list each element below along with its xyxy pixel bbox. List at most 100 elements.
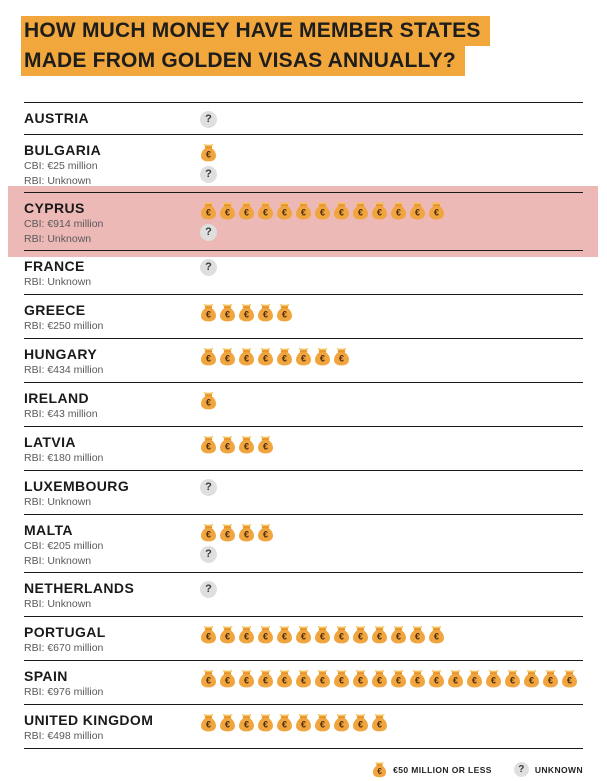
- country-column: MALTA CBI: €205 million RBI: Unknown: [24, 522, 200, 568]
- svg-text:€: €: [415, 632, 420, 642]
- svg-text:€: €: [244, 632, 249, 642]
- legend-bag-label: €50 MILLION OR LESS: [393, 764, 492, 775]
- table-row: UNITED KINGDOM RBI: €498 million € € € € € € € € €…: [24, 704, 583, 748]
- svg-text:€: €: [548, 676, 553, 686]
- page-title: HOW MUCH MONEY HAVE MEMBER STATES MADE F…: [21, 16, 583, 76]
- country-sublabel: RBI: €250 million: [24, 320, 104, 332]
- table-row: HUNGARY RBI: €434 million € € € € € € € €: [24, 338, 583, 382]
- svg-text:€: €: [377, 720, 382, 730]
- country-sublabel: RBI: Unknown: [24, 276, 92, 288]
- svg-text:€: €: [263, 310, 268, 320]
- svg-text:€: €: [320, 720, 325, 730]
- country-column: HUNGARY RBI: €434 million: [24, 346, 200, 378]
- svg-text:€: €: [244, 720, 249, 730]
- indicator-column: ?: [200, 580, 583, 598]
- money-bag-icon: €: [296, 669, 311, 688]
- country-sublabel: RBI: €180 million: [24, 452, 104, 464]
- money-bag-icon: €: [239, 303, 254, 322]
- money-bag-row: €: [200, 143, 583, 162]
- svg-text:€: €: [206, 354, 211, 364]
- svg-text:€: €: [263, 676, 268, 686]
- money-bag-icon: €: [220, 669, 235, 688]
- svg-text:€: €: [225, 632, 230, 642]
- country-column: NETHERLANDS RBI: Unknown: [24, 580, 200, 612]
- svg-text:€: €: [206, 310, 211, 320]
- money-bag-icon: €: [220, 713, 235, 732]
- country-sublabel: RBI: €498 million: [24, 730, 104, 742]
- money-bag-icon: €: [372, 761, 387, 778]
- country-sublabel: RBI: Unknown: [24, 174, 92, 187]
- svg-text:€: €: [225, 530, 230, 540]
- money-bag-icon: €: [353, 201, 368, 220]
- svg-text:€: €: [206, 150, 211, 160]
- money-bag-icon: €: [315, 347, 330, 366]
- svg-text:€: €: [282, 720, 287, 730]
- svg-text:€: €: [206, 208, 211, 218]
- svg-text:€: €: [244, 676, 249, 686]
- money-bag-icon: €: [277, 713, 292, 732]
- indicator-column: ?: [200, 110, 583, 128]
- svg-text:€: €: [225, 208, 230, 218]
- svg-text:€: €: [415, 208, 420, 218]
- country-sublabel: RBI: Unknown: [24, 232, 92, 245]
- table-row: BULGARIA CBI: €25 million RBI: Unknown €?: [24, 134, 583, 192]
- money-bag-icon: €: [334, 347, 349, 366]
- money-bag-row: € € € € € € € € € €: [200, 713, 583, 732]
- country-column: LATVIA RBI: €180 million: [24, 434, 200, 466]
- table-row: LATVIA RBI: €180 million € € € €: [24, 426, 583, 470]
- money-bag-icon: €: [391, 625, 406, 644]
- money-bag-icon: €: [201, 713, 216, 732]
- svg-text:€: €: [225, 676, 230, 686]
- legend-item-bag: € €50 MILLION OR LESS: [372, 761, 492, 778]
- money-bag-icon: €: [353, 713, 368, 732]
- country-name: LATVIA: [24, 434, 76, 450]
- country-name: CYPRUS: [24, 200, 85, 216]
- money-bag-icon: €: [429, 669, 444, 688]
- money-bag-icon: €: [277, 669, 292, 688]
- svg-text:€: €: [339, 676, 344, 686]
- money-bag-icon: €: [258, 669, 273, 688]
- indicator-column: € € € € € € € € € € € € € € € € € € € €: [200, 668, 583, 688]
- table-row: FRANCE RBI: Unknown?: [24, 250, 583, 294]
- svg-text:€: €: [263, 530, 268, 540]
- svg-text:€: €: [320, 632, 325, 642]
- country-sublabel: RBI: €43 million: [24, 408, 98, 420]
- svg-text:€: €: [225, 720, 230, 730]
- svg-text:€: €: [206, 632, 211, 642]
- country-name: GREECE: [24, 302, 86, 318]
- indicator-column: € € € € € € € € € € € € €: [200, 624, 583, 644]
- svg-text:€: €: [301, 676, 306, 686]
- money-bag-icon: €: [467, 669, 482, 688]
- money-bag-icon: €: [448, 669, 463, 688]
- country-sublabel: RBI: €670 million: [24, 642, 104, 654]
- svg-text:€: €: [282, 310, 287, 320]
- svg-text:€: €: [301, 632, 306, 642]
- svg-text:€: €: [206, 398, 211, 408]
- svg-text:€: €: [377, 632, 382, 642]
- country-sublabel: CBI: €25 million: [24, 160, 98, 172]
- money-bag-icon: €: [201, 347, 216, 366]
- svg-text:€: €: [339, 632, 344, 642]
- svg-text:€: €: [453, 676, 458, 686]
- money-bag-icon: €: [391, 669, 406, 688]
- money-bag-icon: €: [410, 201, 425, 220]
- table-row: SPAIN RBI: €976 million € € € € € € € € € € € € € € € € € €…: [24, 660, 583, 704]
- indicator-column: €?: [200, 142, 583, 183]
- country-column: IRELAND RBI: €43 million: [24, 390, 200, 422]
- indicator-column: ?: [200, 478, 583, 496]
- indicator-column: € € € € € € € € € €: [200, 712, 583, 732]
- indicator-column: € € € €: [200, 434, 583, 454]
- money-bag-icon: €: [258, 625, 273, 644]
- country-name: LUXEMBOURG: [24, 478, 130, 494]
- money-bag-icon: €: [201, 201, 216, 220]
- money-bag-icon: €: [391, 201, 406, 220]
- money-bag-icon: €: [372, 669, 387, 688]
- money-bag-icon: €: [410, 669, 425, 688]
- svg-text:€: €: [244, 442, 249, 452]
- money-bag-icon: €: [334, 201, 349, 220]
- unknown-icon: ?: [200, 479, 217, 496]
- svg-text:€: €: [282, 676, 287, 686]
- money-bag-icon: €: [315, 625, 330, 644]
- money-bag-row: € € € € € € € € € € € € €: [200, 201, 583, 220]
- svg-text:€: €: [396, 632, 401, 642]
